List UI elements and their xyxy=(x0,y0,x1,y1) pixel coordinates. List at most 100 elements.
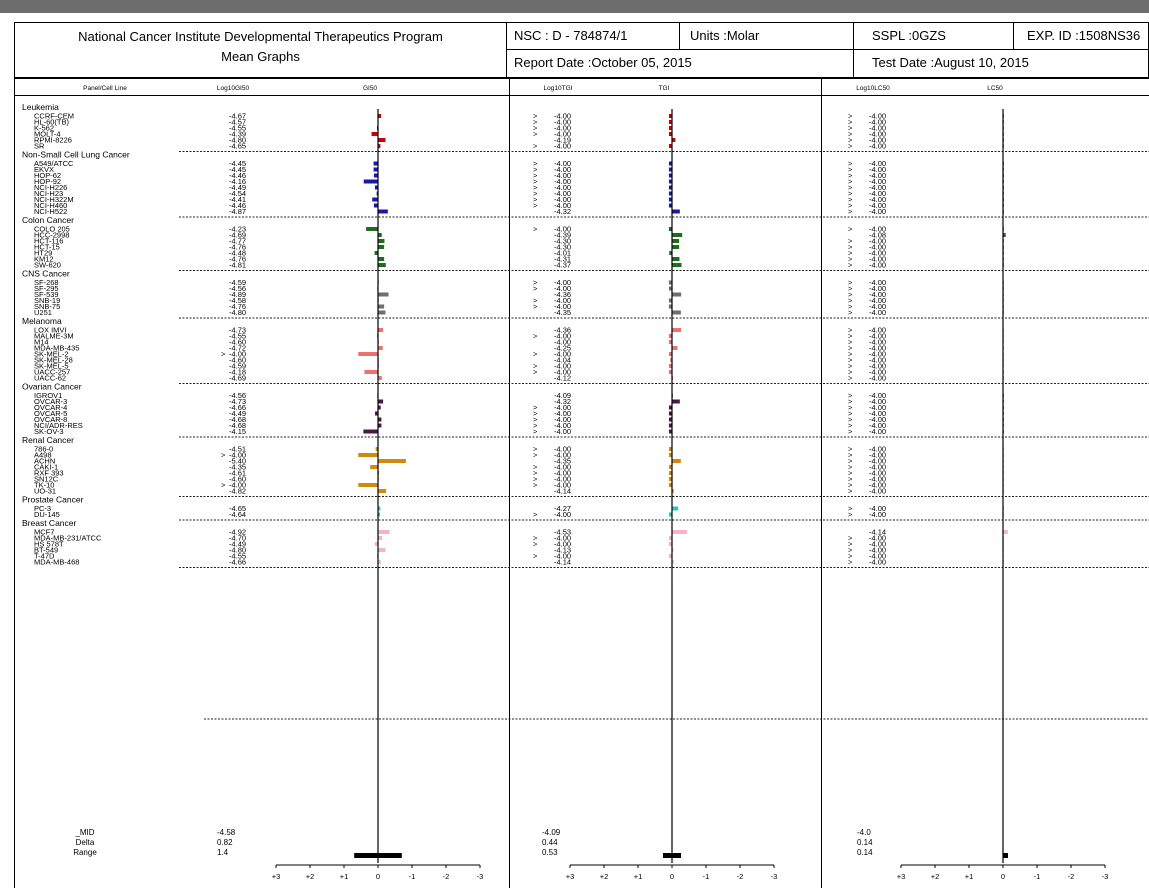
cell-line-name: HCC-2998 xyxy=(34,231,69,240)
exp-id-cell: EXP. ID :1508NS36 xyxy=(1013,23,1149,50)
tgi-value: -4.00 xyxy=(554,195,571,204)
lc50-gt-mark: > xyxy=(848,225,853,234)
cell-line-name: MALME-3M xyxy=(34,332,74,341)
lc50-value: -4.00 xyxy=(869,338,886,347)
gi50-bar xyxy=(374,251,378,255)
gi50-summary-value: 0.82 xyxy=(217,838,233,847)
lc50-gt-mark: > xyxy=(848,504,853,513)
gi50-bar xyxy=(378,512,381,517)
tgi-bar xyxy=(668,197,672,202)
tgi-bar xyxy=(672,346,678,350)
lc50-value: -4.00 xyxy=(869,177,886,186)
tgi-bar xyxy=(668,554,672,558)
cell-line-name: UO-31 xyxy=(34,487,56,496)
tgi-value: -4.27 xyxy=(554,504,571,513)
panel-title: Melanoma xyxy=(22,316,62,326)
lc50-tick-label: -1 xyxy=(1034,872,1041,881)
lc50-gt-mark: > xyxy=(848,344,853,353)
lc50-value: -4.00 xyxy=(869,302,886,311)
gi50-value: -4.56 xyxy=(229,284,246,293)
gi50-value: -4.67 xyxy=(229,112,246,121)
gi50-value: -4.65 xyxy=(229,142,246,151)
lc50-value: -4.00 xyxy=(869,189,886,198)
tgi-bar xyxy=(668,370,672,374)
lc50-bar xyxy=(1003,233,1006,237)
tgi-bar xyxy=(668,304,672,309)
gi50-value: -4.15 xyxy=(229,427,246,436)
cell-line-name: SK-OV-3 xyxy=(34,427,64,436)
gi50-bar xyxy=(364,370,378,374)
gi50-tick-label: +2 xyxy=(306,872,315,881)
gi50-value: -4.46 xyxy=(229,201,246,210)
tgi-value: -4.00 xyxy=(554,159,571,168)
lc50-value: -4.00 xyxy=(869,326,886,335)
gi50-tick-label: 0 xyxy=(376,872,380,881)
lc50-value: -4.00 xyxy=(869,118,886,127)
lc50-value: -4.00 xyxy=(869,159,886,168)
gi50-bar xyxy=(378,245,385,249)
tgi-value: -4.01 xyxy=(554,249,571,258)
cell-line-name: HOP-62 xyxy=(34,171,61,180)
tgi-tick-label: -1 xyxy=(703,872,710,881)
gi50-gt-mark: > xyxy=(221,451,226,460)
gi50-gt-mark: > xyxy=(221,350,226,359)
tgi-gt-mark: > xyxy=(533,409,538,418)
cell-line-name: SF-539 xyxy=(34,290,59,299)
lc50-value: -4.00 xyxy=(869,546,886,555)
lc50-gt-mark: > xyxy=(848,481,853,490)
gi50-bar xyxy=(358,352,378,356)
report-subtitle: Mean Graphs xyxy=(221,49,300,64)
panel-title: Colon Cancer xyxy=(22,215,74,225)
tgi-bar xyxy=(668,423,672,428)
tgi-value: -4.00 xyxy=(554,451,571,460)
tgi-value: -4.00 xyxy=(554,481,571,490)
tgi-bar xyxy=(668,477,672,481)
lc50-gt-mark: > xyxy=(848,112,853,121)
tgi-bar xyxy=(668,114,672,118)
cell-line-name: NCI-H460 xyxy=(34,201,67,210)
tgi-value: -4.00 xyxy=(554,368,571,377)
header-tgi-log-label: Log10TGI xyxy=(544,85,573,92)
lc50-gt-mark: > xyxy=(848,183,853,192)
lc50-gt-mark: > xyxy=(848,237,853,246)
tgi-value: -4.35 xyxy=(554,308,571,317)
tgi-value: -4.00 xyxy=(554,540,571,549)
cell-line-name: SNB-75 xyxy=(34,302,60,311)
tgi-bar xyxy=(668,483,672,487)
gi50-bar xyxy=(378,328,384,332)
gi50-value: -4.54 xyxy=(229,189,246,198)
tgi-bar xyxy=(668,334,672,338)
tgi-gt-mark: > xyxy=(533,165,538,174)
cell-line-name: RPMI-8226 xyxy=(34,136,72,145)
lc50-gt-mark: > xyxy=(848,403,853,412)
tgi-bar xyxy=(668,417,672,422)
gi50-value: -4.59 xyxy=(229,278,246,287)
lc50-gt-mark: > xyxy=(848,326,853,335)
gi50-bar xyxy=(378,506,381,511)
lc50-value: -4.00 xyxy=(869,409,886,418)
tgi-value: -4.31 xyxy=(554,255,571,264)
gi50-tick-label: -2 xyxy=(443,872,450,881)
gi50-value: -4.35 xyxy=(229,463,246,472)
lc50-value: -4.00 xyxy=(869,397,886,406)
tgi-value: -4.13 xyxy=(554,546,571,555)
gi50-value: -4.41 xyxy=(229,195,246,204)
lc50-value: -4.00 xyxy=(869,487,886,496)
gi50-bar xyxy=(378,144,381,148)
gi50-value: -4.76 xyxy=(229,243,246,252)
cell-line-name: SNB-19 xyxy=(34,296,60,305)
gi50-value: -4.16 xyxy=(229,177,246,186)
gi50-bar xyxy=(373,173,378,178)
gi50-value: -4.69 xyxy=(229,374,246,383)
lc50-value: -4.00 xyxy=(869,552,886,561)
tgi-bar xyxy=(668,185,672,190)
tgi-gt-mark: > xyxy=(533,481,538,490)
gi50-bar xyxy=(378,292,389,297)
cell-line-name: ACHN xyxy=(34,457,55,466)
cell-line-name: CAKI-1 xyxy=(34,463,58,472)
tgi-bar xyxy=(668,227,672,231)
gi50-bar xyxy=(358,483,378,487)
gi50-bar xyxy=(378,310,386,315)
lc50-gt-mark: > xyxy=(848,177,853,186)
tgi-gt-mark: > xyxy=(533,332,538,341)
